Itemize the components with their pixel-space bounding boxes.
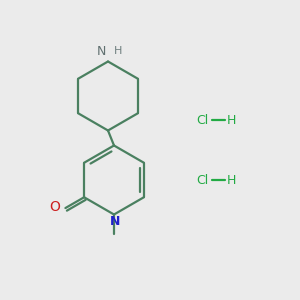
Text: N: N: [97, 45, 106, 58]
Text: H: H: [113, 46, 122, 56]
Text: Cl: Cl: [196, 113, 208, 127]
Text: H: H: [227, 173, 236, 187]
Text: N: N: [110, 215, 120, 228]
Text: Cl: Cl: [196, 173, 208, 187]
Text: H: H: [227, 113, 236, 127]
Text: O: O: [49, 200, 60, 214]
